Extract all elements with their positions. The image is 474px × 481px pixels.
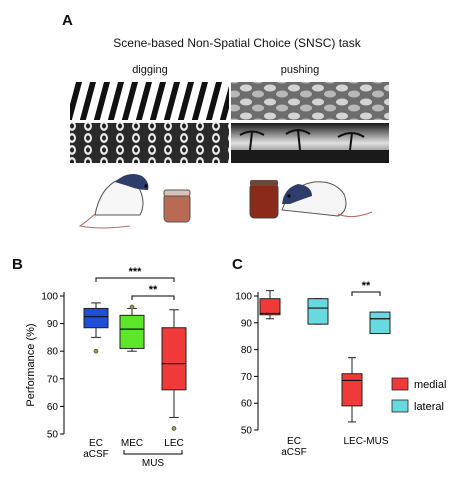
- b-group-label-mus: MUS: [142, 458, 165, 469]
- b-sig-label-2: **: [149, 284, 158, 296]
- b-sig-bracket-1: [95, 277, 175, 282]
- panel-c-letter: C: [232, 256, 243, 273]
- c-y-tick-label: 80: [241, 345, 253, 356]
- c-x-label-acsf: aCSF: [281, 447, 307, 458]
- c-sig-bracket: [351, 291, 381, 296]
- b-sig-bracket-2: [131, 295, 175, 300]
- c-legend-swatch-medial: [391, 377, 409, 391]
- c-sig-label: **: [362, 280, 371, 292]
- b-sig-label-1: ***: [129, 266, 143, 278]
- b-box-1-outlier: [129, 304, 135, 310]
- zebra-image: [70, 82, 229, 120]
- b-y-tick-label: 90: [47, 319, 59, 330]
- c-box-3-box: [369, 311, 391, 335]
- c-legend-label-lateral: lateral: [414, 401, 444, 413]
- condition-digging-label: digging: [132, 64, 168, 76]
- peacock-feather-image: [70, 123, 229, 163]
- panel-a-letter: A: [62, 12, 73, 29]
- b-box-1-box: [119, 314, 145, 349]
- b-box-0-outlier: [93, 348, 99, 354]
- c-box-0-box: [259, 298, 281, 316]
- b-y-tick-label: 70: [47, 374, 59, 385]
- c-y-tick-label: 70: [241, 372, 253, 383]
- b-mus-bracket: [123, 450, 183, 455]
- b-x-label-mec: MEC: [121, 438, 143, 449]
- c-legend-label-medial: medial: [414, 379, 446, 391]
- b-y-tick-label: 100: [41, 292, 58, 303]
- palm-sunset-image: [231, 123, 389, 163]
- b-y-tick-label: 60: [47, 402, 59, 413]
- b-box-0-box: [83, 307, 109, 329]
- task-title: Scene-based Non-Spatial Choice (SNSC) ta…: [113, 36, 361, 50]
- digging-rat-illustration: [78, 174, 191, 229]
- c-y-tick-label: 50: [241, 426, 253, 437]
- b-box-2-outlier: [171, 426, 177, 431]
- c-x-label-ec: EC: [287, 436, 301, 447]
- pebbles-image: [231, 82, 389, 120]
- c-box-1-box: [307, 298, 329, 325]
- c-x-label-lec-mus: LEC-MUS: [343, 436, 388, 447]
- c-y-tick-label: 90: [241, 318, 253, 329]
- pushing-rat-illustration: [249, 180, 373, 219]
- c-y-tick-label: 100: [235, 292, 252, 303]
- b-y-tick-label: 50: [47, 430, 59, 441]
- c-box-2-box: [341, 373, 363, 407]
- b-x-label-acsf: aCSF: [83, 449, 109, 460]
- c-legend-swatch-lateral: [391, 399, 409, 413]
- b-x-label-lec: LEC: [164, 438, 183, 449]
- b-x-label-ec: EC: [89, 438, 103, 449]
- condition-pushing-label: pushing: [280, 64, 320, 76]
- b-box-2-box: [161, 327, 187, 391]
- c-y-tick-label: 60: [241, 399, 253, 410]
- b-y-axis-label: Performance (%): [25, 323, 37, 406]
- panel-b-letter: B: [12, 256, 23, 273]
- b-y-tick-label: 80: [47, 347, 59, 358]
